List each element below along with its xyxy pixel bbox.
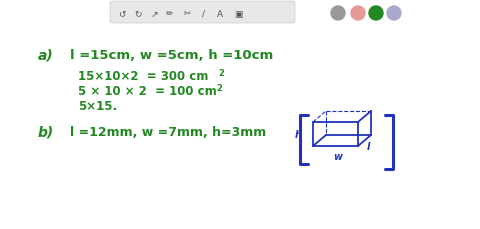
FancyBboxPatch shape — [110, 2, 295, 24]
Text: 5×15.: 5×15. — [78, 99, 117, 112]
Text: ▣: ▣ — [234, 9, 242, 18]
Text: ↗: ↗ — [150, 9, 158, 18]
Text: 15×10×2  = 300 cm: 15×10×2 = 300 cm — [78, 69, 208, 82]
Text: 2: 2 — [218, 68, 224, 77]
Text: l: l — [366, 141, 370, 151]
Text: 2: 2 — [216, 83, 222, 92]
Text: b): b) — [38, 125, 54, 139]
Text: ↻: ↻ — [134, 9, 142, 18]
Text: w: w — [334, 151, 343, 161]
Circle shape — [351, 7, 365, 21]
Text: a): a) — [38, 48, 54, 62]
Text: l =12mm, w =7mm, h=3mm: l =12mm, w =7mm, h=3mm — [70, 126, 266, 139]
Circle shape — [331, 7, 345, 21]
Circle shape — [369, 7, 383, 21]
Text: /: / — [203, 9, 205, 18]
Text: h: h — [295, 129, 301, 139]
Text: ↺: ↺ — [118, 9, 126, 18]
Text: 5 × 10 × 2  = 100 cm: 5 × 10 × 2 = 100 cm — [78, 84, 217, 97]
Text: ✏: ✏ — [166, 9, 174, 18]
Text: A: A — [217, 9, 223, 18]
Circle shape — [387, 7, 401, 21]
Text: ✂: ✂ — [183, 9, 191, 18]
Text: l =15cm, w =5cm, h =10cm: l =15cm, w =5cm, h =10cm — [70, 48, 273, 61]
